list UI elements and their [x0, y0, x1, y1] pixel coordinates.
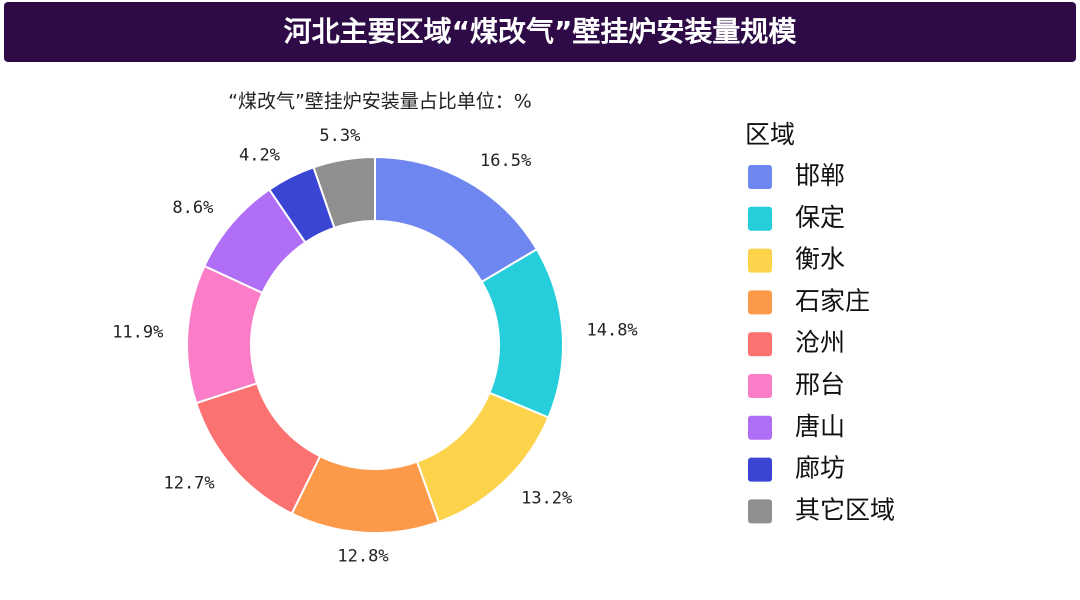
legend-label: 邯郸 — [795, 161, 845, 190]
value-label: 5.3% — [319, 126, 360, 146]
chart-title: 河北主要区域“煤改气”壁挂炉安装量规模 — [284, 15, 798, 48]
legend-label: 沧州 — [795, 328, 845, 357]
value-label: 8.6% — [172, 198, 213, 218]
legend-swatch — [748, 165, 772, 189]
legend-label: 邢台 — [795, 370, 845, 399]
legend-swatch — [748, 248, 772, 273]
donut-slice — [312, 155, 376, 230]
value-label: 16.5% — [480, 151, 531, 171]
legend-swatch — [748, 206, 772, 231]
legend-label: 石家庄 — [795, 286, 870, 315]
legend-label: 衡水 — [795, 245, 845, 274]
legend-swatch — [748, 374, 772, 398]
legend-label: 廊坊 — [795, 454, 845, 483]
value-label: 13.2% — [521, 489, 572, 509]
legend-swatch — [748, 332, 772, 357]
value-label: 14.8% — [586, 320, 637, 340]
value-label: 12.8% — [337, 547, 388, 567]
chart-subtitle: “煤改气”壁挂炉安装量占比单位：% — [228, 91, 532, 113]
legend-swatch — [748, 290, 772, 315]
legend-label: 其它区域 — [795, 495, 895, 524]
value-label: 11.9% — [112, 322, 163, 342]
title-banner — [4, 2, 1076, 62]
legend-swatch — [748, 499, 772, 524]
donut-slice — [480, 247, 564, 419]
legend-swatch — [748, 457, 772, 482]
legend-label: 唐山 — [795, 412, 845, 441]
value-label: 4.2% — [239, 146, 280, 166]
donut-slice — [194, 382, 322, 515]
legend-title: 区域 — [745, 120, 795, 149]
legend-label: 保定 — [795, 203, 845, 232]
value-label: 12.7% — [163, 474, 214, 494]
legend-swatch — [748, 415, 772, 440]
